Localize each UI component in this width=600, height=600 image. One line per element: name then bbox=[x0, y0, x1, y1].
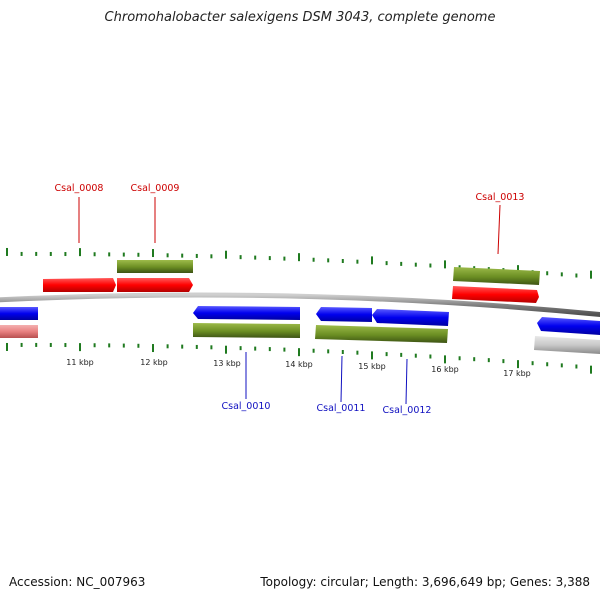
cds-csal-0011-0012[interactable] bbox=[315, 325, 448, 343]
gene-right-edge-blue-arrow[interactable] bbox=[537, 317, 600, 335]
cds-csal-0011-0012-bar[interactable] bbox=[315, 325, 448, 343]
cds-csal-0010-bar[interactable] bbox=[193, 323, 300, 338]
label-csal-0009[interactable]: Csal_0009 bbox=[131, 183, 180, 194]
gene-csal-0012[interactable] bbox=[372, 309, 449, 326]
cds-csal-0013[interactable] bbox=[453, 267, 540, 285]
genome-title: Chromohalobacter salexigens DSM 3043, co… bbox=[104, 10, 496, 25]
gene-csal-0013-arrow[interactable] bbox=[452, 286, 539, 303]
gene-left-edge-faded[interactable] bbox=[0, 325, 38, 338]
gene-right-edge-blue[interactable] bbox=[537, 317, 600, 335]
cds-csal-0010[interactable] bbox=[193, 323, 300, 338]
label-csal-0010[interactable]: Csal_0010 bbox=[222, 401, 271, 412]
scale-label-17kbp: 17 kbp bbox=[503, 369, 531, 378]
gene-csal-0011[interactable] bbox=[316, 307, 372, 322]
gene-csal-0008[interactable] bbox=[43, 278, 116, 292]
gene-left-edge-blue[interactable] bbox=[0, 307, 38, 320]
gene-csal-0011-arrow[interactable] bbox=[316, 307, 372, 322]
label-csal-0008[interactable]: Csal_0008 bbox=[55, 183, 104, 194]
gene-csal-0009[interactable] bbox=[117, 278, 193, 292]
genome-summary: Topology: circular; Length: 3,696,649 bp… bbox=[260, 575, 590, 589]
leader-csal-0013 bbox=[497, 204, 501, 255]
gene-csal-0012-arrow[interactable] bbox=[372, 309, 449, 326]
accession-label: Accession: NC_007963 bbox=[9, 575, 146, 589]
leader-csal-0011 bbox=[340, 355, 343, 403]
scale-label-13kbp: 13 kbp bbox=[213, 359, 241, 368]
genome-backbone bbox=[0, 292, 600, 318]
lower-scale-ticks bbox=[6, 342, 592, 374]
scale-label-15kbp: 15 kbp bbox=[358, 362, 386, 371]
label-csal-0012[interactable]: Csal_0012 bbox=[383, 405, 432, 416]
gene-csal-0010[interactable] bbox=[193, 306, 300, 320]
scale-label-11kbp: 11 kbp bbox=[66, 358, 94, 367]
scale-label-14kbp: 14 kbp bbox=[285, 360, 313, 369]
gene-csal-0013[interactable] bbox=[452, 286, 539, 303]
gene-left-edge-blue-arrow[interactable] bbox=[0, 307, 38, 320]
cds-csal-0009-bar[interactable] bbox=[117, 260, 193, 273]
label-csal-0013[interactable]: Csal_0013 bbox=[476, 192, 525, 203]
leader-csal-0012 bbox=[405, 358, 408, 405]
gene-csal-0009-arrow[interactable] bbox=[117, 278, 193, 292]
gene-right-edge-grey-bar[interactable] bbox=[534, 336, 600, 354]
scale-label-12kbp: 12 kbp bbox=[140, 358, 168, 367]
cds-csal-0009[interactable] bbox=[117, 260, 193, 273]
label-csal-0011[interactable]: Csal_0011 bbox=[317, 403, 366, 414]
gene-csal-0008-arrow[interactable] bbox=[43, 278, 116, 292]
gene-left-edge-faded-bar[interactable] bbox=[0, 325, 38, 338]
gene-csal-0010-arrow[interactable] bbox=[193, 306, 300, 320]
cds-csal-0013-bar[interactable] bbox=[453, 267, 540, 285]
scale-label-16kbp: 16 kbp bbox=[431, 365, 459, 374]
gene-right-edge-grey[interactable] bbox=[534, 336, 600, 354]
